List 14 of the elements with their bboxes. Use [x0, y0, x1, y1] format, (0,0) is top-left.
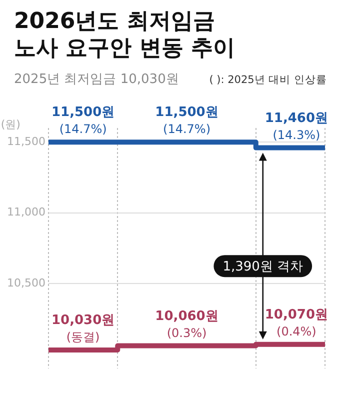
y-tick-label: 10,500 — [6, 276, 46, 290]
data-label: 11,500원 (14.7%) — [51, 105, 115, 136]
chart-title: 2026년도 최저임금 노사 요구안 변동 추이 — [14, 8, 236, 62]
data-label: 10,030원 (동결) — [51, 313, 115, 344]
data-label: 10,070원 (0.4%) — [264, 307, 328, 338]
data-label: 11,460원 (14.3%) — [264, 110, 328, 142]
data-label: 10,060원 (0.3%) — [155, 308, 218, 340]
data-label: 11,500원 (14.7%) — [155, 105, 218, 136]
y-tick-label: 11,000 — [6, 206, 46, 219]
annotation: 1,390원 격차 — [222, 259, 304, 274]
y-axis-title: (원) — [0, 118, 20, 132]
text: ( ): 2025년 대비 인상률 — [209, 73, 327, 87]
y-tick-label: 11,500 — [6, 135, 46, 148]
chart-subtitle: 2025년 최저임금 10,030원 — [14, 71, 179, 88]
